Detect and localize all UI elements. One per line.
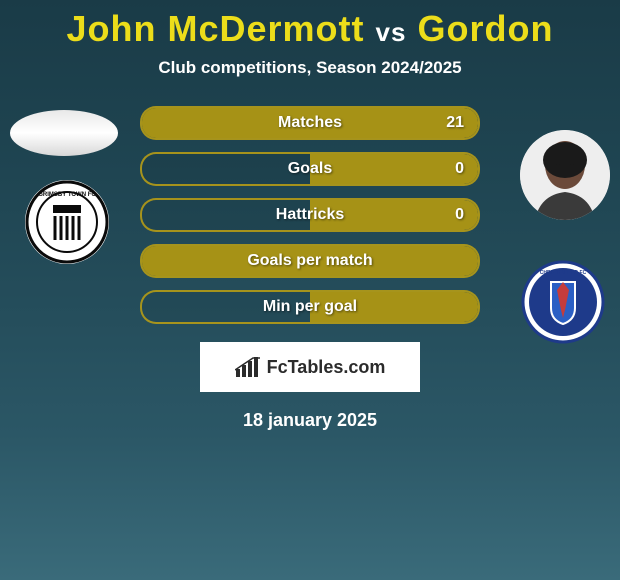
- player1-avatar: [10, 110, 118, 156]
- stat-value-right: 0: [455, 160, 464, 178]
- stat-row: Min per goal: [140, 290, 480, 324]
- stat-label: Min per goal: [263, 298, 357, 316]
- page-title: John McDermott vs Gordon: [0, 8, 620, 50]
- stat-row: Matches 21: [140, 106, 480, 140]
- stat-label: Goals: [288, 160, 332, 178]
- logo-text: FcTables.com: [267, 357, 386, 378]
- stat-row: Goals 0: [140, 152, 480, 186]
- stat-label: Goals per match: [247, 252, 372, 270]
- stat-row: Hattricks 0: [140, 198, 480, 232]
- chesterfield-badge: CHESTERFIELD FC: [521, 260, 605, 344]
- player2-name: Gordon: [417, 8, 553, 49]
- date: 18 january 2025: [0, 410, 620, 431]
- stat-fill-right: [310, 154, 478, 184]
- stat-row: Goals per match: [140, 244, 480, 278]
- stat-value-right: 0: [455, 206, 464, 224]
- stat-value-right: 21: [446, 114, 464, 132]
- svg-text:CHESTERFIELD FC: CHESTERFIELD FC: [540, 270, 587, 276]
- chart-icon: [235, 357, 261, 377]
- content-wrapper: John McDermott vs Gordon Club competitio…: [0, 0, 620, 431]
- vs-text: vs: [376, 17, 407, 47]
- player1-name: John McDermott: [67, 8, 365, 49]
- stat-label: Hattricks: [276, 206, 344, 224]
- stat-label: Matches: [278, 114, 342, 132]
- fctables-logo: FcTables.com: [200, 342, 420, 392]
- subtitle: Club competitions, Season 2024/2025: [0, 58, 620, 78]
- grimsby-town-badge: GRIMSBY TOWN FC: [25, 180, 109, 264]
- player2-avatar: [520, 130, 610, 220]
- svg-text:GRIMSBY TOWN FC: GRIMSBY TOWN FC: [38, 192, 96, 198]
